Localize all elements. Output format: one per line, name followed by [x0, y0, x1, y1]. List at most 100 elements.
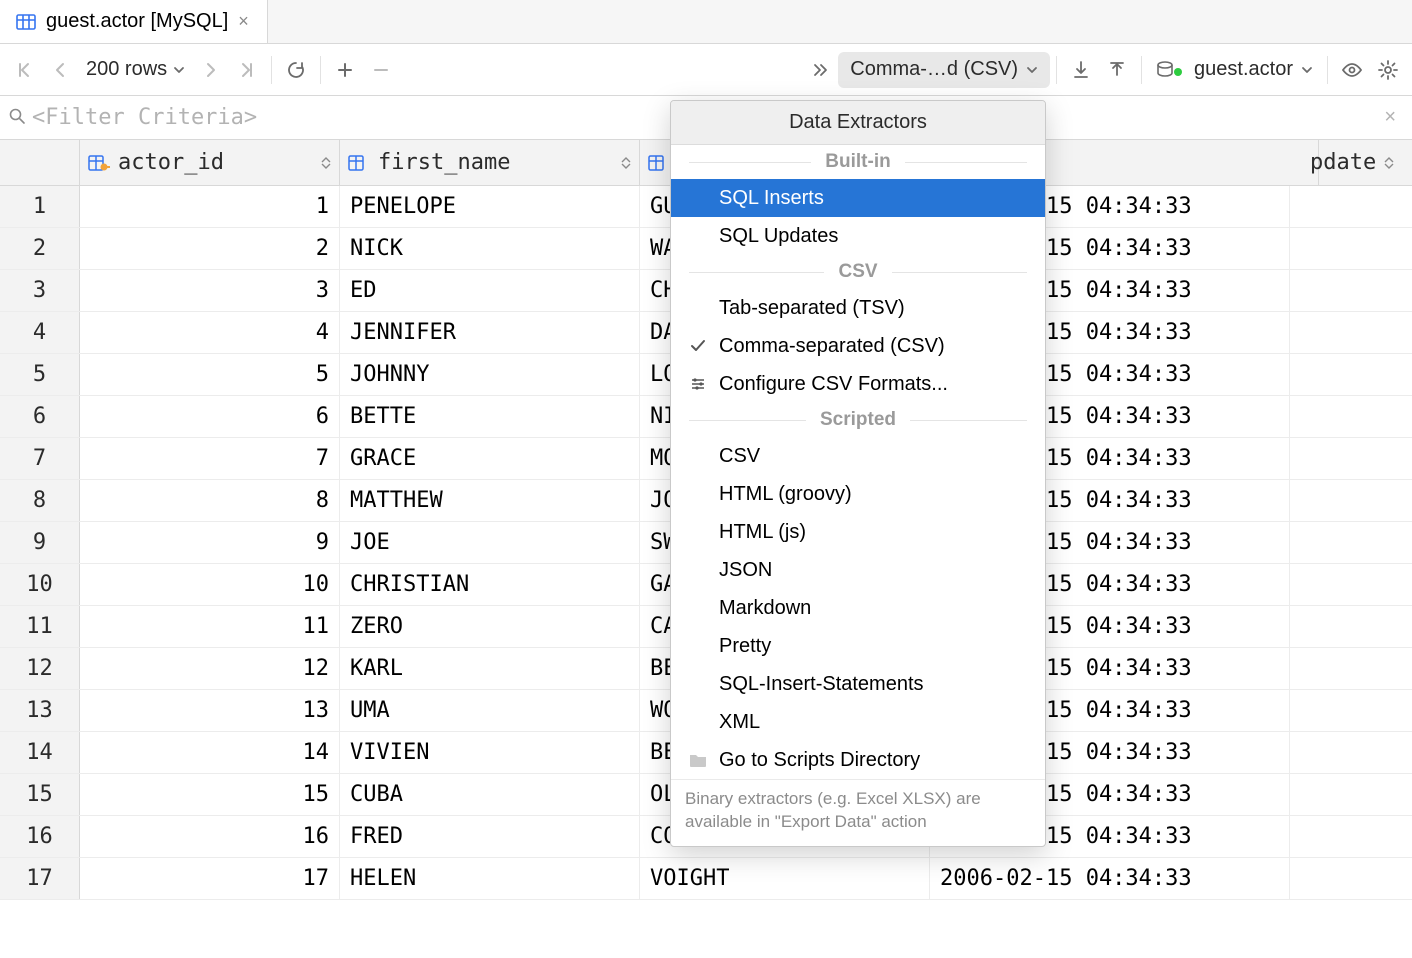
settings-button[interactable]	[1370, 52, 1406, 88]
cell-first-name[interactable]: GRACE	[340, 438, 640, 479]
row-number[interactable]: 12	[0, 648, 80, 689]
row-number[interactable]: 17	[0, 858, 80, 899]
cell-first-name[interactable]: ED	[340, 270, 640, 311]
menu-item[interactable]: Tab-separated (TSV)	[671, 289, 1045, 327]
row-number[interactable]: 1	[0, 186, 80, 227]
menu-item[interactable]: Comma-separated (CSV)	[671, 327, 1045, 365]
schema-dropdown[interactable]: guest.actor	[1148, 52, 1321, 88]
menu-item[interactable]: SQL Updates	[671, 217, 1045, 255]
last-page-button[interactable]	[229, 52, 265, 88]
cell-actor-id[interactable]: 16	[80, 816, 340, 857]
cell-last-name[interactable]: VOIGHT	[640, 858, 930, 899]
schema-label: guest.actor	[1194, 58, 1293, 81]
menu-item[interactable]: HTML (groovy)	[671, 475, 1045, 513]
menu-item[interactable]: Pretty	[671, 627, 1045, 665]
import-data-button[interactable]	[1099, 52, 1135, 88]
row-number[interactable]: 11	[0, 606, 80, 647]
menu-item[interactable]: HTML (js)	[671, 513, 1045, 551]
cell-first-name[interactable]: JOHNNY	[340, 354, 640, 395]
cell-actor-id[interactable]: 2	[80, 228, 340, 269]
cell-first-name[interactable]: JOE	[340, 522, 640, 563]
more-actions-button[interactable]	[802, 52, 838, 88]
cell-first-name[interactable]: MATTHEW	[340, 480, 640, 521]
first-page-button[interactable]	[6, 52, 42, 88]
cell-actor-id[interactable]: 17	[80, 858, 340, 899]
row-number[interactable]: 16	[0, 816, 80, 857]
menu-item-label: CSV	[719, 445, 760, 468]
menu-item[interactable]: Markdown	[671, 589, 1045, 627]
menu-item[interactable]: CSV	[671, 437, 1045, 475]
menu-item-label: XML	[719, 711, 760, 734]
cell-first-name[interactable]: CHRISTIAN	[340, 564, 640, 605]
next-page-button[interactable]	[193, 52, 229, 88]
reload-button[interactable]	[278, 52, 314, 88]
cell-actor-id[interactable]: 7	[80, 438, 340, 479]
cell-actor-id[interactable]: 6	[80, 396, 340, 437]
menu-item[interactable]: XML	[671, 703, 1045, 741]
row-number[interactable]: 13	[0, 690, 80, 731]
cell-first-name[interactable]: FRED	[340, 816, 640, 857]
prev-page-button[interactable]	[42, 52, 78, 88]
cell-actor-id[interactable]: 1	[80, 186, 340, 227]
export-data-button[interactable]	[1063, 52, 1099, 88]
cell-actor-id[interactable]: 11	[80, 606, 340, 647]
cell-actor-id[interactable]: 12	[80, 648, 340, 689]
popup-title: Data Extractors	[671, 101, 1045, 145]
cell-first-name[interactable]: UMA	[340, 690, 640, 731]
table-row[interactable]: 1717HELENVOIGHT2006-02-15 04:34:33	[0, 858, 1412, 900]
menu-item[interactable]: Go to Scripts Directory	[671, 741, 1045, 779]
cell-actor-id[interactable]: 9	[80, 522, 340, 563]
row-number[interactable]: 15	[0, 774, 80, 815]
cell-spacer	[1290, 606, 1412, 647]
cell-spacer	[1290, 522, 1412, 563]
menu-item[interactable]: JSON	[671, 551, 1045, 589]
cell-first-name[interactable]: JENNIFER	[340, 312, 640, 353]
row-number[interactable]: 7	[0, 438, 80, 479]
menu-item[interactable]: Configure CSV Formats...	[671, 365, 1045, 403]
cell-first-name[interactable]: PENELOPE	[340, 186, 640, 227]
cell-spacer	[1290, 186, 1412, 227]
column-header-actor-id[interactable]: actor_id	[80, 140, 340, 185]
row-number[interactable]: 5	[0, 354, 80, 395]
chevron-down-icon	[1026, 64, 1038, 76]
menu-item[interactable]: SQL Inserts	[671, 179, 1045, 217]
cell-first-name[interactable]: CUBA	[340, 774, 640, 815]
row-number[interactable]: 8	[0, 480, 80, 521]
row-number[interactable]: 4	[0, 312, 80, 353]
column-icon	[648, 153, 670, 173]
cell-actor-id[interactable]: 5	[80, 354, 340, 395]
cell-actor-id[interactable]: 4	[80, 312, 340, 353]
cell-first-name[interactable]: NICK	[340, 228, 640, 269]
sort-handle[interactable]	[321, 157, 331, 169]
tab-guest-actor[interactable]: guest.actor [MySQL] ×	[0, 0, 268, 43]
cell-actor-id[interactable]: 15	[80, 774, 340, 815]
cell-first-name[interactable]: HELEN	[340, 858, 640, 899]
clear-filter-button[interactable]: ×	[1378, 106, 1402, 129]
row-number[interactable]: 6	[0, 396, 80, 437]
data-extractor-dropdown[interactable]: Comma-…d (CSV)	[838, 52, 1050, 88]
sort-handle[interactable]	[621, 157, 631, 169]
row-number[interactable]: 3	[0, 270, 80, 311]
row-number[interactable]: 9	[0, 522, 80, 563]
cell-last-update[interactable]: 2006-02-15 04:34:33	[930, 858, 1290, 899]
tab-close-icon[interactable]: ×	[238, 11, 249, 32]
add-row-button[interactable]	[327, 52, 363, 88]
cell-actor-id[interactable]: 8	[80, 480, 340, 521]
cell-actor-id[interactable]: 14	[80, 732, 340, 773]
cell-actor-id[interactable]: 3	[80, 270, 340, 311]
column-header-first-name[interactable]: first_name	[340, 140, 640, 185]
cell-actor-id[interactable]: 10	[80, 564, 340, 605]
cell-first-name[interactable]: ZERO	[340, 606, 640, 647]
cell-spacer	[1290, 396, 1412, 437]
menu-item[interactable]: SQL-Insert-Statements	[671, 665, 1045, 703]
rows-dropdown[interactable]: 200 rows	[78, 52, 193, 88]
cell-first-name[interactable]: KARL	[340, 648, 640, 689]
row-number[interactable]: 2	[0, 228, 80, 269]
row-number[interactable]: 10	[0, 564, 80, 605]
remove-row-button[interactable]	[363, 52, 399, 88]
cell-actor-id[interactable]: 13	[80, 690, 340, 731]
cell-first-name[interactable]: BETTE	[340, 396, 640, 437]
cell-first-name[interactable]: VIVIEN	[340, 732, 640, 773]
row-number[interactable]: 14	[0, 732, 80, 773]
view-button[interactable]	[1334, 52, 1370, 88]
